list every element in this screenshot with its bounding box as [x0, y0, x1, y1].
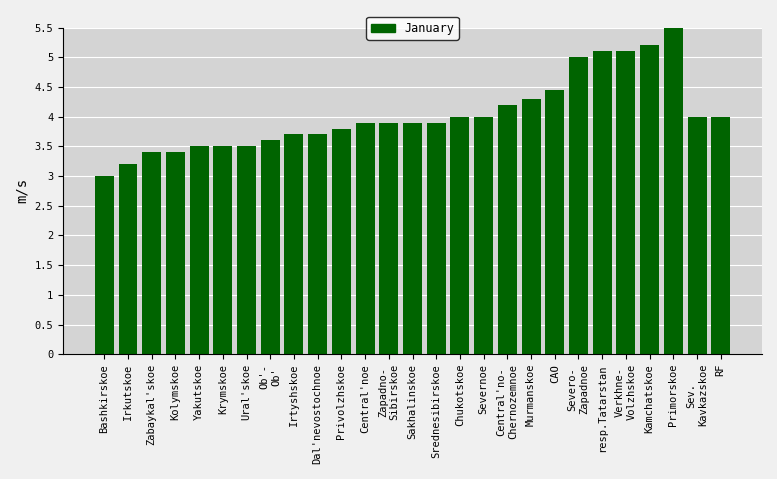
Bar — [142, 152, 161, 354]
Bar — [237, 147, 256, 354]
Bar — [664, 27, 683, 354]
Bar — [95, 176, 113, 354]
Bar — [711, 117, 730, 354]
Bar — [190, 147, 208, 354]
Bar — [214, 147, 232, 354]
Bar — [498, 105, 517, 354]
Bar — [616, 51, 636, 354]
Bar — [119, 164, 138, 354]
Bar — [545, 90, 564, 354]
Bar — [332, 128, 351, 354]
Bar — [688, 117, 706, 354]
Bar — [451, 117, 469, 354]
Bar — [427, 123, 446, 354]
Bar — [593, 51, 611, 354]
Bar — [640, 46, 659, 354]
Bar — [261, 140, 280, 354]
Legend: January: January — [366, 17, 458, 40]
Bar — [521, 99, 541, 354]
Bar — [569, 57, 588, 354]
Bar — [308, 135, 327, 354]
Y-axis label: m/s: m/s — [15, 178, 29, 204]
Bar — [379, 123, 399, 354]
Bar — [356, 123, 375, 354]
Bar — [166, 152, 185, 354]
Bar — [403, 123, 422, 354]
Bar — [474, 117, 493, 354]
Bar — [284, 135, 304, 354]
